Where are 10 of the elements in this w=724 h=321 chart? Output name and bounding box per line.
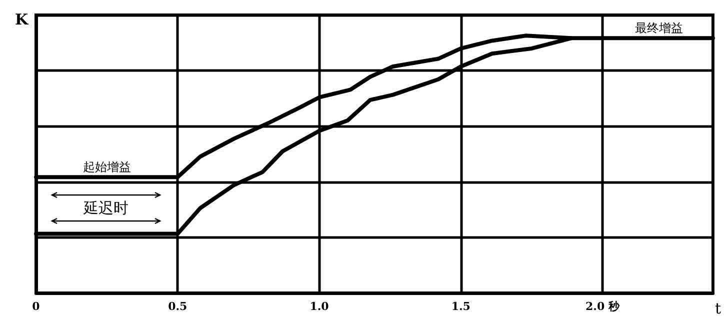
annotation: 最终增益 — [635, 21, 684, 36]
annotation: 延迟时 — [82, 199, 128, 217]
x-tick-label: 1.5 — [451, 300, 470, 313]
x-tick-label: 0 — [32, 300, 40, 313]
annotation: 起始增益 — [82, 160, 131, 174]
x-tick-label: 1.0 — [310, 300, 330, 313]
x-tick-label: 0.5 — [168, 300, 188, 313]
y-axis-title: K — [14, 10, 29, 28]
x-tick-label: 2.0 秒 — [586, 300, 620, 313]
x-axis-title: t — [714, 300, 722, 318]
